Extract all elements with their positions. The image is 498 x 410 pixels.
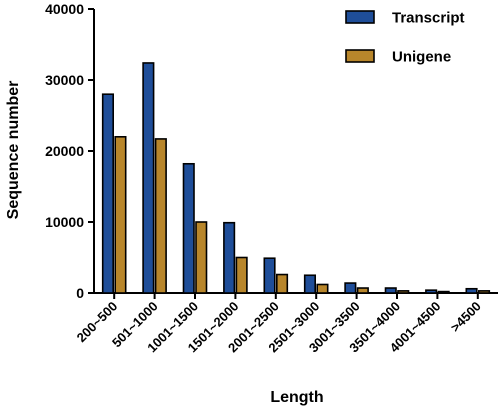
bar-transcript-7 (384, 287, 397, 294)
y-tick-label: 20000 (45, 143, 84, 159)
bar-transcript-0 (101, 93, 114, 294)
y-tick-label: 30000 (45, 72, 84, 88)
y-tick-label: 10000 (45, 214, 84, 230)
bar-unigene-7 (397, 290, 410, 294)
bar-unigene-6 (356, 287, 369, 294)
y-axis: 0 10000 20000 30000 40000 (45, 1, 95, 301)
legend-label-transcript: Transcript (392, 10, 465, 27)
bars (101, 62, 491, 294)
legend-swatch-transcript (345, 10, 375, 24)
x-tick-label: >4500 (447, 299, 483, 335)
bar-unigene-3 (235, 256, 248, 294)
bar-transcript-9 (465, 287, 478, 294)
legend-swatch-unigene (345, 49, 375, 63)
bar-transcript-5 (303, 274, 317, 294)
bar-unigene-5 (316, 283, 329, 294)
y-axis-title: Sequence number (5, 81, 22, 220)
y-tick-label: 0 (76, 285, 84, 301)
bar-transcript-1 (142, 62, 155, 294)
legend: Transcript Unigene (345, 10, 465, 66)
bar-transcript-3 (223, 221, 236, 294)
bar-transcript-4 (263, 257, 276, 294)
bar-transcript-6 (344, 282, 357, 294)
bar-transcript-2 (182, 162, 195, 294)
bar-unigene-2 (195, 221, 208, 294)
y-tick-label: 40000 (45, 1, 84, 17)
legend-label-unigene: Unigene (392, 49, 451, 66)
x-axis (93, 292, 498, 299)
bar-unigene-4 (275, 273, 289, 294)
bar-unigene-9 (477, 290, 491, 294)
category-labels: 200~500501~10001001~15001501~20002001~25… (74, 299, 484, 356)
bar-unigene-8 (437, 290, 450, 294)
bar-unigene-1 (154, 138, 167, 294)
bar-unigene-0 (114, 136, 127, 294)
bar-transcript-8 (425, 289, 438, 294)
x-axis-title: Length (270, 389, 323, 406)
